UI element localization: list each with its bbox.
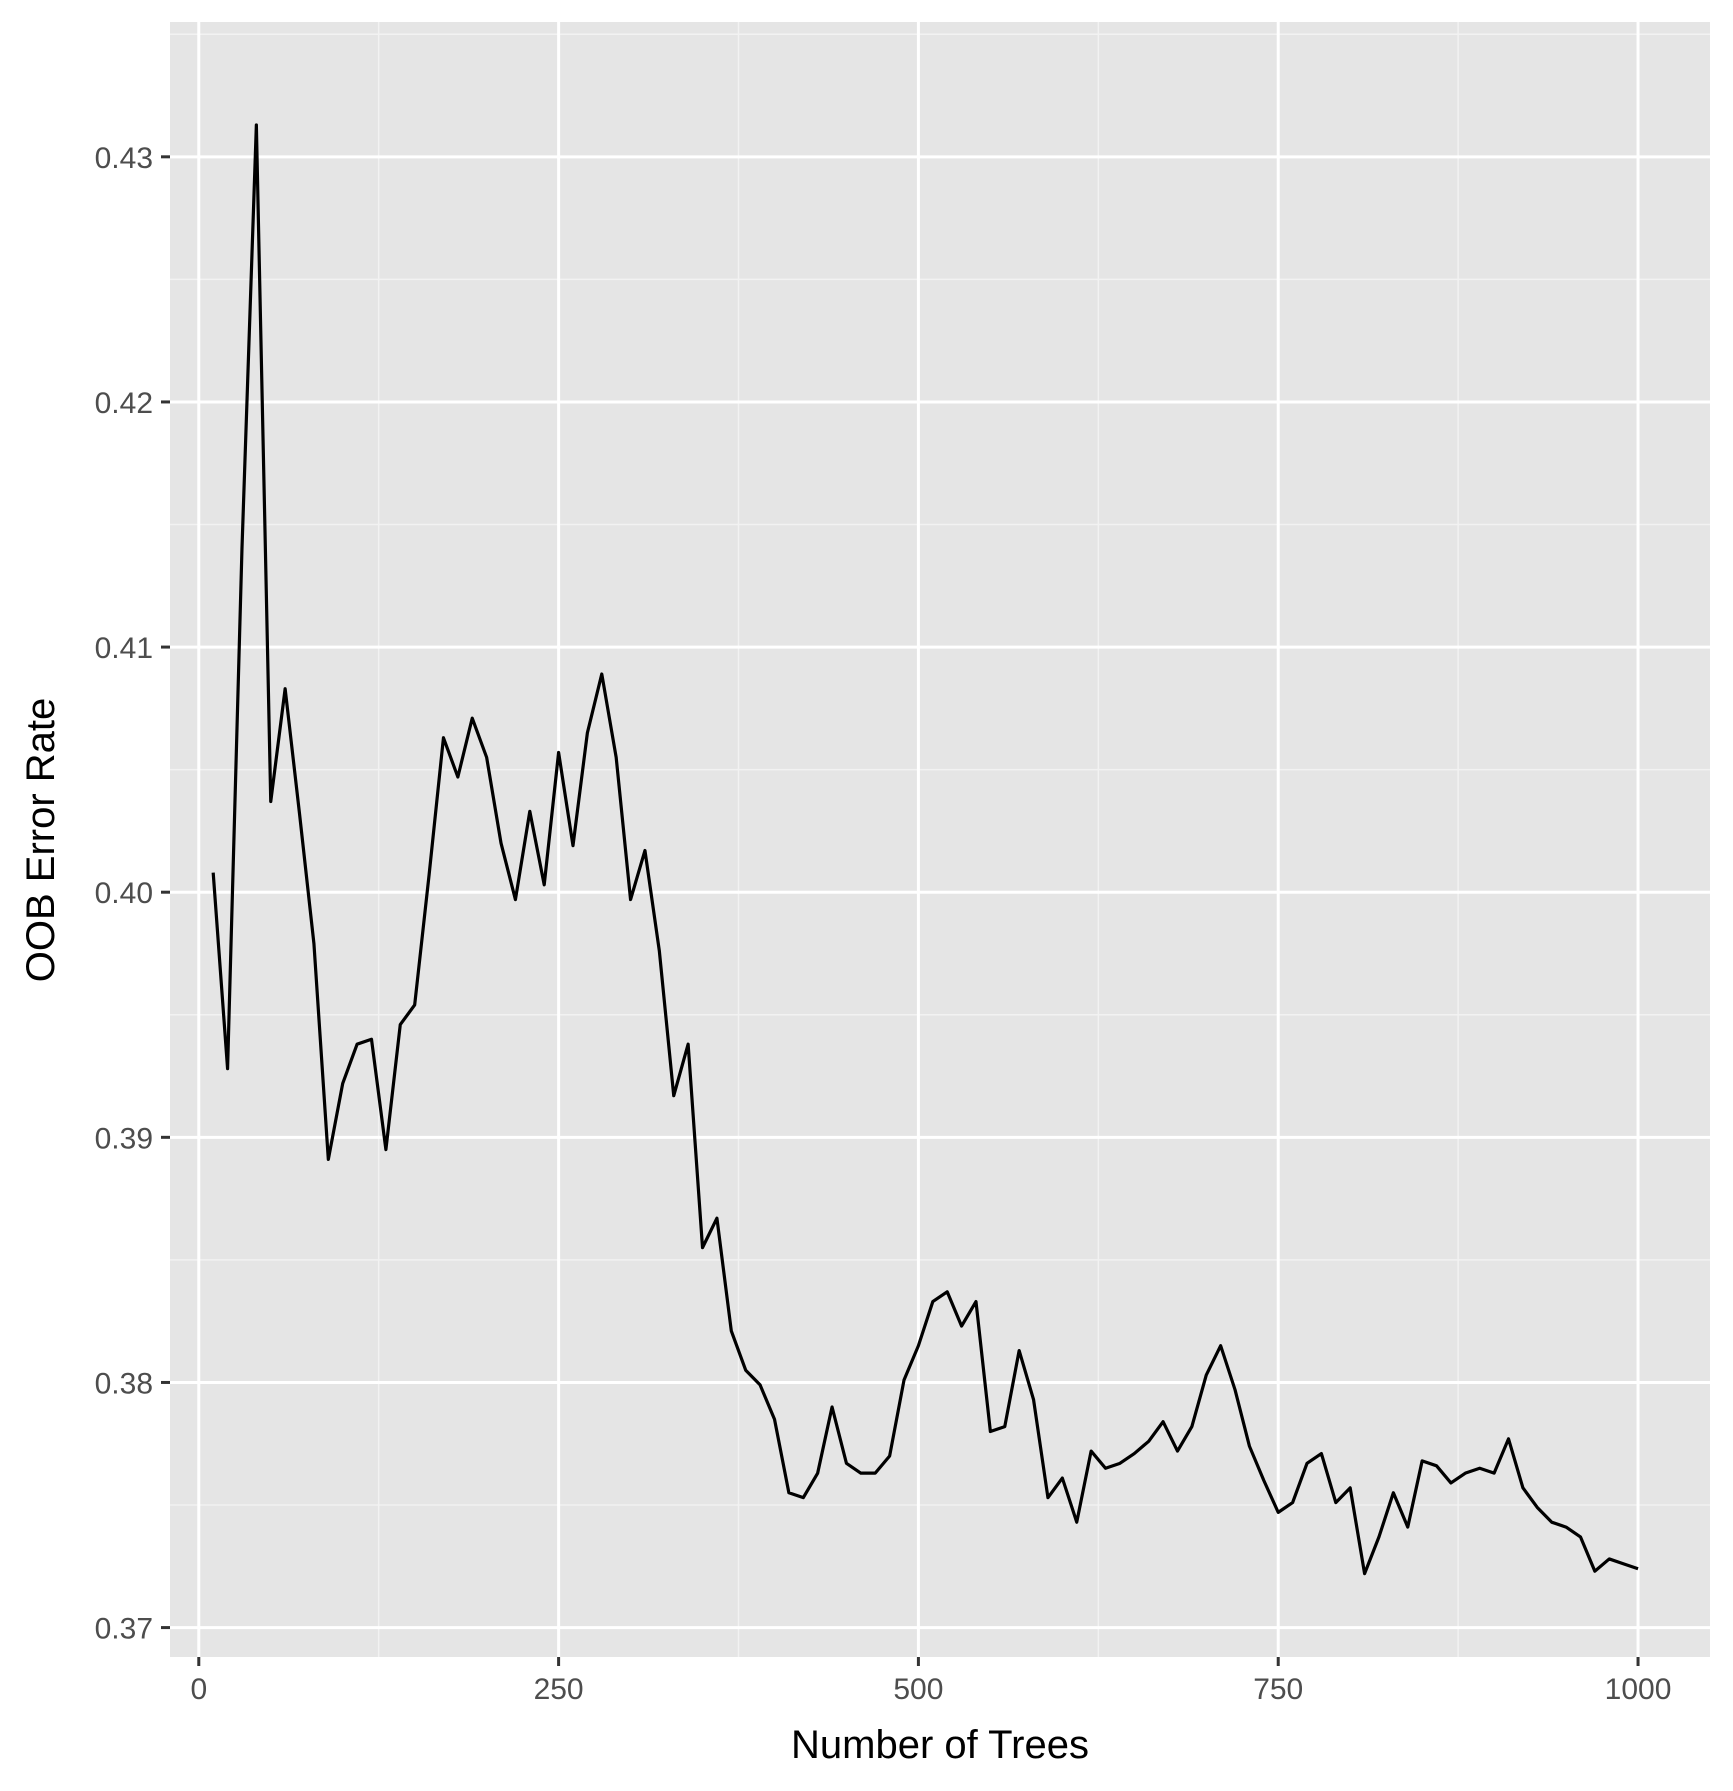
y-tick-label: 0.42 (95, 387, 153, 420)
x-tick-label: 0 (190, 1673, 207, 1706)
minor-gridlines (170, 22, 1710, 1657)
oob-error-line (211, 123, 1639, 1576)
y-axis: 0.37 0.38 0.39 0.40 0.41 0.42 0.43 (95, 142, 170, 1646)
y-tick-label: 0.38 (95, 1367, 153, 1400)
y-axis-title: OOB Error Rate (19, 698, 63, 983)
y-tick-label: 0.41 (95, 632, 153, 665)
x-tick-label: 750 (1253, 1673, 1303, 1706)
x-tick-label: 1000 (1605, 1673, 1672, 1706)
plot-panel (170, 22, 1710, 1657)
x-tick-label: 500 (893, 1673, 943, 1706)
y-tick-label: 0.43 (95, 142, 153, 175)
y-tick-label: 0.39 (95, 1122, 153, 1155)
major-gridlines (170, 22, 1710, 1657)
x-tick-label: 250 (534, 1673, 584, 1706)
y-tick-label: 0.40 (95, 877, 153, 910)
y-tick-label: 0.37 (95, 1613, 153, 1646)
x-axis: 0 250 500 750 1000 (190, 1657, 1671, 1706)
x-axis-title: Number of Trees (791, 1723, 1089, 1767)
